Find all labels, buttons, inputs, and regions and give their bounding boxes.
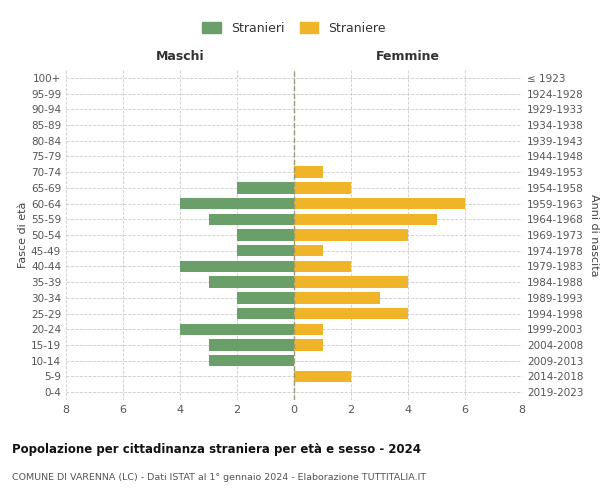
Bar [237,308,294,319]
Bar [209,276,294,288]
Text: Maschi: Maschi [155,50,205,64]
Bar [209,355,294,366]
Bar [209,214,294,225]
Text: Popolazione per cittadinanza straniera per età e sesso - 2024: Popolazione per cittadinanza straniera p… [12,442,421,456]
Text: COMUNE DI VARENNA (LC) - Dati ISTAT al 1° gennaio 2024 - Elaborazione TUTTITALIA: COMUNE DI VARENNA (LC) - Dati ISTAT al 1… [12,472,426,482]
Bar [294,340,323,350]
Bar [180,261,294,272]
Bar [294,198,465,209]
Bar [294,371,351,382]
Y-axis label: Anni di nascita: Anni di nascita [589,194,599,276]
Text: Femmine: Femmine [376,50,440,64]
Bar [294,261,351,272]
Bar [209,340,294,350]
Bar [294,182,351,194]
Bar [237,230,294,240]
Legend: Stranieri, Straniere: Stranieri, Straniere [197,17,391,40]
Bar [180,324,294,335]
Bar [237,182,294,194]
Bar [294,245,323,256]
Bar [180,198,294,209]
Bar [294,166,323,178]
Bar [294,308,408,319]
Bar [294,276,408,288]
Bar [294,230,408,240]
Bar [294,214,437,225]
Bar [237,245,294,256]
Bar [237,292,294,304]
Y-axis label: Fasce di età: Fasce di età [18,202,28,268]
Bar [294,324,323,335]
Bar [294,292,380,304]
